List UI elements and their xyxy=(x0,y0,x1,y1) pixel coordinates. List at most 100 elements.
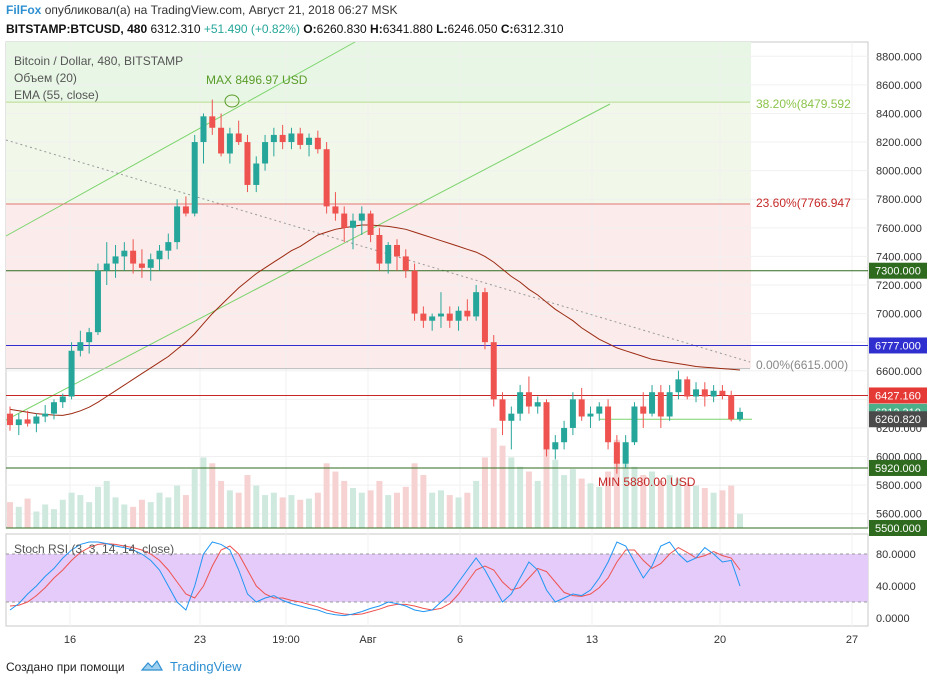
volume-bar xyxy=(59,499,66,528)
volume-bar xyxy=(200,457,207,528)
tradingview-logo[interactable]: TradingView xyxy=(140,658,242,674)
stoch-k-line xyxy=(9,541,741,617)
rsi-tick-label: 0.0000 xyxy=(876,613,910,625)
legend-symbol: Bitcoin / Dollar, 480, BITSTAMP xyxy=(14,54,183,68)
candle-body xyxy=(226,133,233,154)
author-name[interactable]: FilFox xyxy=(6,3,42,17)
volume-bar xyxy=(420,475,427,528)
candle-body xyxy=(59,396,66,403)
candle-body xyxy=(191,142,198,214)
volume-bar xyxy=(235,492,242,528)
volume-bar xyxy=(174,485,181,528)
volume-bar xyxy=(552,459,559,528)
time-tick-label: 19:00 xyxy=(272,634,300,646)
candle-body xyxy=(77,342,84,351)
volume-bar xyxy=(649,471,656,528)
candle-body xyxy=(728,395,735,420)
price-chart[interactable]: MAX 8496.97 USD MIN 5880.00 USD 38.20%(847… xyxy=(0,0,939,655)
volume-bar xyxy=(631,466,638,528)
max-marker xyxy=(224,94,240,108)
price-tick-label: 8800.000 xyxy=(876,51,922,63)
price-tick-label: 8200.000 xyxy=(876,137,922,149)
volume-bar xyxy=(226,490,233,528)
volume-bar xyxy=(15,506,22,528)
candle-body xyxy=(253,163,260,185)
time-tick-label: 23 xyxy=(194,634,206,646)
fib-382-label: 38.20%(8479.592 xyxy=(756,97,851,111)
candle-body xyxy=(737,411,743,420)
volume-bar xyxy=(490,428,497,528)
volume-bar xyxy=(367,490,374,528)
volume-bar xyxy=(138,499,145,528)
candle-body xyxy=(596,406,603,414)
candle-body xyxy=(121,250,128,257)
fib-zone-382 xyxy=(6,102,751,204)
volume-bar xyxy=(710,492,717,528)
low-label: L: xyxy=(436,22,448,36)
volume-bar xyxy=(473,480,480,528)
fib-zone-upper xyxy=(6,42,751,103)
rsi-band xyxy=(6,554,868,602)
candle-body xyxy=(437,313,444,317)
volume-bar xyxy=(455,497,462,528)
candle-body xyxy=(499,399,506,421)
volume-bar xyxy=(481,457,488,528)
fib-0-label: 0.00%(6615.000) xyxy=(756,358,848,372)
candle-body xyxy=(684,379,691,397)
volume-bar xyxy=(350,488,357,528)
candle-body xyxy=(446,313,453,321)
candle-body xyxy=(306,137,313,145)
volume-bar xyxy=(693,485,700,528)
footer-made-with: Создано при помощи xyxy=(6,660,125,674)
volume-bar xyxy=(675,478,682,528)
rsi-tick-label: 80.0000 xyxy=(876,549,916,561)
price-tick-label: 7600.000 xyxy=(876,223,922,235)
price-change: +51.490 (+0.82%) xyxy=(203,22,300,36)
time-tick-label: 16 xyxy=(64,634,76,646)
volume-bar xyxy=(358,492,365,528)
volume-bar xyxy=(376,480,383,528)
volume-bar xyxy=(332,471,339,528)
candle-body xyxy=(33,416,40,424)
volume-bar xyxy=(147,502,154,528)
candle-body xyxy=(552,442,559,450)
volume-bar xyxy=(297,499,304,528)
price-badge-label: 5500.000 xyxy=(875,523,921,535)
candle-body xyxy=(517,392,524,414)
candle-body xyxy=(297,133,304,145)
open-value: 6260.830 xyxy=(316,22,367,36)
candle-body xyxy=(165,242,172,251)
price-badge-label: 7300.000 xyxy=(875,266,921,278)
fib-236-label: 23.60%(7766.947 xyxy=(756,196,851,210)
price-badge-label: 6427.160 xyxy=(875,390,921,402)
candle-body xyxy=(675,379,682,393)
candle-body xyxy=(50,402,57,414)
volume-bar xyxy=(517,466,524,528)
volume-bar xyxy=(77,495,84,528)
symbol-label: BITSTAMP:BTCUSD, 480 xyxy=(6,22,148,36)
candle-body xyxy=(341,213,348,228)
volume-bar xyxy=(112,497,119,528)
candle-body xyxy=(508,413,515,421)
volume-bar xyxy=(42,504,49,528)
volume-bar xyxy=(33,511,40,528)
volume-bar xyxy=(86,502,93,528)
price-tick-label: 7400.000 xyxy=(876,251,922,263)
volume-bar xyxy=(561,475,568,528)
price-tick-label: 8600.000 xyxy=(876,80,922,92)
volume-bar xyxy=(7,502,13,528)
volume-bar xyxy=(596,486,603,528)
candle-body xyxy=(314,137,321,150)
price-tick-label: 8000.000 xyxy=(876,166,922,178)
volume-bar xyxy=(182,495,189,528)
time-tick-label: 27 xyxy=(846,634,858,646)
price-badge-label: 5920.000 xyxy=(875,463,921,475)
candle-body xyxy=(490,342,497,400)
candle-body xyxy=(86,332,93,343)
volume-bar xyxy=(314,492,321,528)
candle-body xyxy=(393,244,400,257)
volume-bar xyxy=(209,463,216,528)
volume-bar xyxy=(270,492,277,528)
price-badge xyxy=(869,520,927,536)
volume-bar xyxy=(94,486,101,528)
